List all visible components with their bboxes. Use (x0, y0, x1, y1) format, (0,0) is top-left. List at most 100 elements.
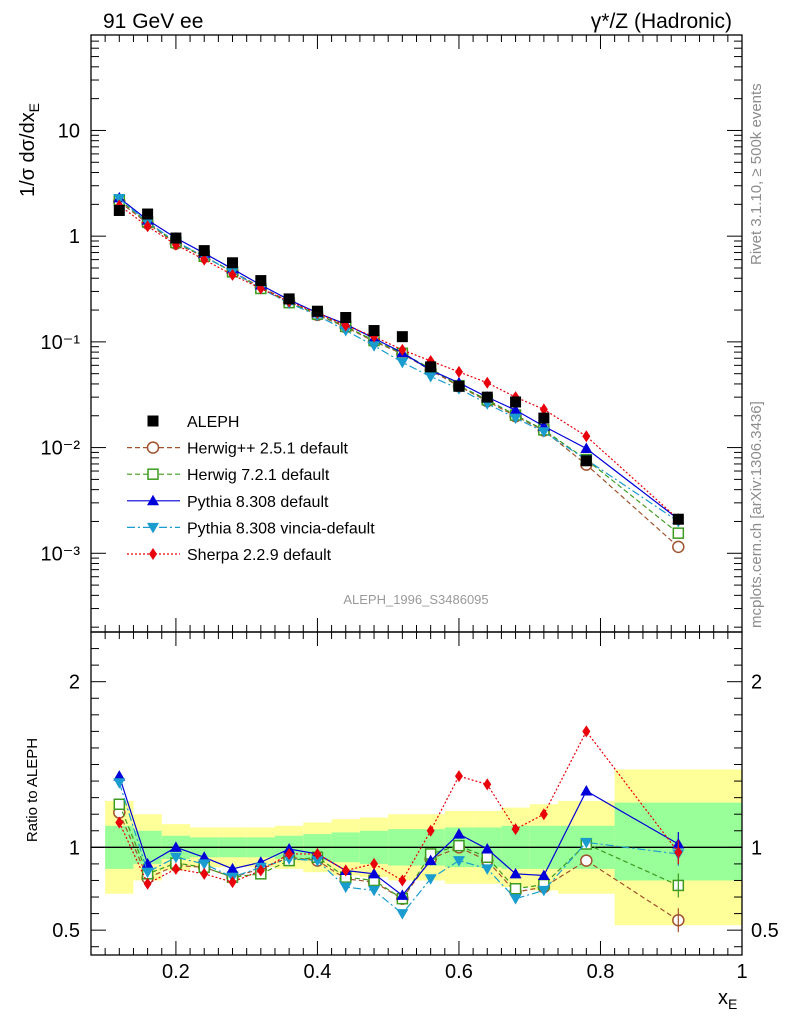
ratio-ytick-label-right: 0.5 (751, 920, 779, 942)
main-ytick-label: 10⁻³ (41, 543, 81, 565)
ratio-series-layer (113, 725, 685, 933)
series-line-sherpa (118, 205, 679, 520)
point-ALEPH (113, 204, 125, 216)
ratio-point-sherpa (582, 725, 591, 738)
ratio-point-sherpa (483, 778, 492, 791)
ratio-point-sherpa (228, 876, 237, 889)
point-ALEPH (425, 361, 437, 373)
ratio-point-sherpa (341, 864, 350, 877)
ratio-point-pythia (537, 869, 550, 880)
x-tick-label: 0.8 (587, 961, 615, 983)
point-ALEPH (396, 331, 408, 343)
x-tick-label: 0.6 (445, 961, 473, 983)
ratio-ytick-label: 2 (69, 672, 80, 694)
ratio-point-sherpa (426, 824, 435, 837)
ratio-point-herwig7 (481, 851, 494, 864)
ratio-point-pythia (169, 841, 182, 852)
ratio-point-vincia (509, 894, 522, 905)
ratio-line-herwigpp (118, 812, 679, 921)
point-vincia (113, 194, 126, 205)
ratio-point-sherpa (398, 874, 407, 887)
x-tick-label: 0.4 (304, 961, 332, 983)
point-sherpa (200, 253, 209, 266)
ratio-point-sherpa (171, 862, 180, 875)
ratio-point-pythia (198, 851, 211, 862)
point-pythia (580, 442, 593, 454)
point-ALEPH (142, 208, 154, 220)
ratio-point-pythia (141, 857, 154, 869)
ratio-point-pythia (424, 854, 437, 866)
ratio-point-sherpa (285, 847, 294, 860)
ratio-point-herwig7 (509, 882, 522, 895)
point-sherpa (539, 403, 548, 416)
ratio-point-sherpa (313, 847, 322, 860)
point-vincia (368, 341, 381, 352)
ratio-point-herwig7 (453, 839, 465, 852)
ratio-point-herwigpp (580, 854, 593, 867)
ratio-point-vincia (424, 874, 437, 885)
ratio-line-vincia (118, 782, 679, 915)
point-sherpa (582, 430, 591, 443)
point-ALEPH (672, 513, 684, 525)
main-ytick-label: 10 (58, 120, 80, 142)
point-herwig7 (672, 527, 685, 539)
ratio-point-pythia (226, 862, 239, 874)
ratio-point-vincia (580, 837, 593, 849)
x-axis-label: xE (718, 987, 737, 1012)
ratio-point-vincia (169, 852, 182, 864)
point-ALEPH (198, 245, 210, 257)
point-sherpa (228, 268, 237, 281)
main-ytick-label: 1 (69, 226, 80, 248)
point-ALEPH (481, 391, 493, 403)
ratio-point-sherpa (200, 867, 209, 880)
main-ytick-label: 10⁻² (41, 438, 81, 460)
point-ALEPH (311, 305, 323, 317)
legend-label-herwigpp: Herwig++ 2.5.1 default (187, 441, 349, 458)
ratio-point-pythia (396, 889, 409, 900)
ratio-point-vincia (481, 864, 494, 875)
main-ytick-label: 10⁻¹ (41, 332, 81, 354)
point-ALEPH (340, 312, 352, 324)
ratio-point-vincia (113, 778, 126, 789)
ratio-point-herwig7 (113, 798, 126, 811)
ratio-point-vincia (198, 859, 211, 870)
legend-label-herwig7: Herwig 7.2.1 default (187, 467, 330, 484)
ratio-point-pythia (580, 785, 593, 796)
ratio-ytick-label-right: 2 (751, 672, 762, 694)
legend-marker-ALEPH (147, 415, 159, 427)
point-herwigpp (672, 540, 685, 554)
legend-marker-herwig7 (147, 468, 159, 480)
ratio-point-vincia (537, 885, 550, 897)
ratio-point-sherpa (511, 823, 520, 836)
ratio-point-pythia (113, 770, 126, 781)
ratio-point-pythia (481, 842, 494, 854)
point-ALEPH (368, 325, 380, 337)
ratio-point-vincia (452, 856, 465, 867)
point-ALEPH (255, 275, 267, 287)
point-ALEPH (227, 257, 239, 269)
ratio-point-vincia (368, 885, 381, 897)
legend-marker-pythia (147, 494, 159, 506)
main-ylabel: 1/σ dσ/dxE (17, 103, 42, 197)
ratio-point-pythia (368, 867, 381, 879)
ratio-point-vincia (311, 856, 324, 867)
ratio-ylabel: Ratio to ALEPH (24, 738, 41, 842)
legend-label-sherpa: Sherpa 2.2.9 default (187, 547, 332, 564)
point-sherpa (483, 376, 492, 389)
header-right: γ*/Z (Hadronic) (591, 10, 732, 33)
legend-label-vincia: Pythia 8.308 vincia-default (187, 520, 375, 537)
point-ALEPH (170, 232, 182, 244)
ratio-ytick-label-right: 1 (751, 837, 762, 859)
legend-label-pythia: Pythia 8.308 default (187, 494, 329, 511)
point-sherpa (398, 343, 407, 356)
ratio-point-sherpa (256, 864, 265, 877)
ratio-line-pythia (118, 775, 679, 897)
ratio-point-pythia (452, 828, 465, 839)
point-ALEPH (580, 455, 592, 467)
point-vincia (537, 427, 550, 438)
legend-marker-sherpa (149, 548, 157, 560)
rivet-note: Rivet 3.1.10, ≥ 500k events (748, 83, 765, 265)
point-ALEPH (283, 293, 295, 305)
x-tick-label: 1 (736, 961, 747, 983)
